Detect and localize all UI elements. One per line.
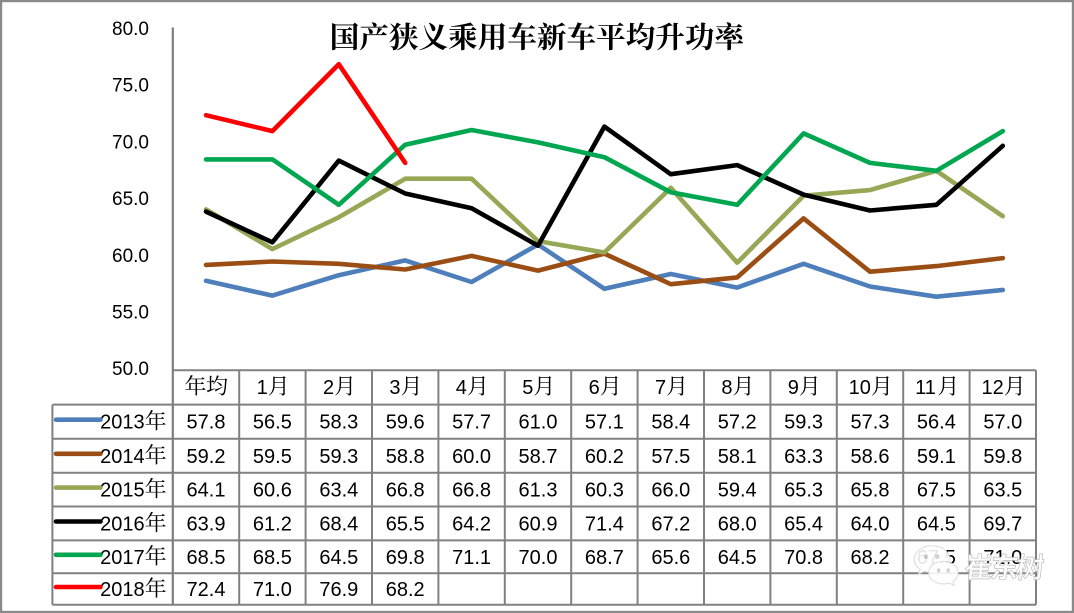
svg-text:60.6: 60.6 <box>253 480 292 502</box>
svg-text:2013: 2013 <box>100 412 145 434</box>
svg-text:65.5: 65.5 <box>386 514 425 536</box>
svg-text:68.7: 68.7 <box>585 547 624 569</box>
svg-text:58.3: 58.3 <box>319 412 358 434</box>
svg-text:59.6: 59.6 <box>386 412 425 434</box>
svg-text:60.2: 60.2 <box>585 446 624 468</box>
svg-text:59.3: 59.3 <box>784 412 823 434</box>
svg-text:65.8: 65.8 <box>851 480 890 502</box>
svg-text:4: 4 <box>456 377 467 399</box>
svg-text:63.9: 63.9 <box>187 514 226 536</box>
svg-text:58.1: 58.1 <box>718 446 757 468</box>
svg-text:65.4: 65.4 <box>784 514 823 536</box>
svg-text:58.6: 58.6 <box>851 446 890 468</box>
svg-text:2017: 2017 <box>100 547 145 569</box>
svg-text:12: 12 <box>982 377 1004 399</box>
svg-text:10: 10 <box>849 377 871 399</box>
svg-text:64.5: 64.5 <box>917 514 956 536</box>
svg-text:64.2: 64.2 <box>452 514 491 536</box>
svg-text:63.3: 63.3 <box>784 446 823 468</box>
svg-text:55.0: 55.0 <box>112 303 149 324</box>
svg-text:69.8: 69.8 <box>386 547 425 569</box>
svg-text:2: 2 <box>323 377 334 399</box>
svg-text:64.5: 64.5 <box>718 547 757 569</box>
svg-text:5: 5 <box>522 377 533 399</box>
svg-text:7: 7 <box>655 377 666 399</box>
svg-text:75.0: 75.0 <box>112 76 149 97</box>
svg-text:59.1: 59.1 <box>917 446 956 468</box>
svg-text:68.4: 68.4 <box>319 514 358 536</box>
svg-text:80.0: 80.0 <box>112 19 149 40</box>
svg-text:68.5: 68.5 <box>187 547 226 569</box>
svg-text:6: 6 <box>589 377 600 399</box>
svg-text:56.5: 56.5 <box>253 412 292 434</box>
svg-text:64.1: 64.1 <box>187 480 226 502</box>
svg-text:61.0: 61.0 <box>519 412 558 434</box>
svg-text:70.8: 70.8 <box>784 547 823 569</box>
svg-text:2015: 2015 <box>100 480 145 502</box>
svg-text:70.0: 70.0 <box>112 132 149 153</box>
svg-text:64.5: 64.5 <box>319 547 358 569</box>
svg-text:59.8: 59.8 <box>983 446 1022 468</box>
svg-text:69.7: 69.7 <box>983 514 1022 536</box>
svg-text:57.5: 57.5 <box>651 446 690 468</box>
svg-text:61.3: 61.3 <box>519 480 558 502</box>
svg-text:59.5: 59.5 <box>253 446 292 468</box>
svg-text:65.0: 65.0 <box>112 189 149 210</box>
svg-text:57.7: 57.7 <box>452 412 491 434</box>
svg-text:50.0: 50.0 <box>112 359 149 380</box>
svg-text:57.3: 57.3 <box>851 412 890 434</box>
svg-text:60.9: 60.9 <box>519 514 558 536</box>
svg-text:56.4: 56.4 <box>917 412 956 434</box>
svg-text:65.3: 65.3 <box>784 480 823 502</box>
svg-text:60.0: 60.0 <box>112 246 149 267</box>
svg-text:68.5: 68.5 <box>253 547 292 569</box>
svg-text:57.1: 57.1 <box>585 412 624 434</box>
svg-text:2014: 2014 <box>100 446 145 468</box>
svg-text:61.2: 61.2 <box>253 514 292 536</box>
svg-text:71.4: 71.4 <box>585 514 624 536</box>
svg-text:58.4: 58.4 <box>651 412 690 434</box>
svg-text:1: 1 <box>257 377 268 399</box>
svg-text:3: 3 <box>389 377 400 399</box>
svg-text:57.2: 57.2 <box>718 412 757 434</box>
svg-text:59.3: 59.3 <box>319 446 358 468</box>
svg-text:59.2: 59.2 <box>187 446 226 468</box>
svg-text:66.8: 66.8 <box>386 480 425 502</box>
svg-text:58.8: 58.8 <box>386 446 425 468</box>
svg-text:63.5: 63.5 <box>983 480 1022 502</box>
svg-text:2018: 2018 <box>100 579 145 601</box>
svg-text:65.6: 65.6 <box>651 547 690 569</box>
svg-text:2016: 2016 <box>100 514 145 536</box>
svg-text:72.4: 72.4 <box>187 579 226 601</box>
svg-text:66.8: 66.8 <box>452 480 491 502</box>
svg-text:68.2: 68.2 <box>386 579 425 601</box>
svg-text:59.4: 59.4 <box>718 480 757 502</box>
svg-text:8: 8 <box>721 377 732 399</box>
svg-text:68.0: 68.0 <box>718 514 757 536</box>
svg-text:71.1: 71.1 <box>452 547 491 569</box>
svg-text:68.2: 68.2 <box>851 547 890 569</box>
svg-text:9: 9 <box>788 377 799 399</box>
svg-text:60.0: 60.0 <box>452 446 491 468</box>
svg-text:66.0: 66.0 <box>651 480 690 502</box>
svg-text:64.0: 64.0 <box>851 514 890 536</box>
svg-text:67.5: 67.5 <box>917 480 956 502</box>
svg-text:60.3: 60.3 <box>585 480 624 502</box>
svg-text:76.9: 76.9 <box>319 579 358 601</box>
svg-text:63.4: 63.4 <box>319 480 358 502</box>
svg-text:71.0: 71.0 <box>253 579 292 601</box>
svg-text:70.0: 70.0 <box>519 547 558 569</box>
svg-text:58.7: 58.7 <box>519 446 558 468</box>
svg-text:57.8: 57.8 <box>187 412 226 434</box>
svg-text:67.2: 67.2 <box>651 514 690 536</box>
svg-text:11: 11 <box>915 377 936 399</box>
svg-text:57.0: 57.0 <box>983 412 1022 434</box>
